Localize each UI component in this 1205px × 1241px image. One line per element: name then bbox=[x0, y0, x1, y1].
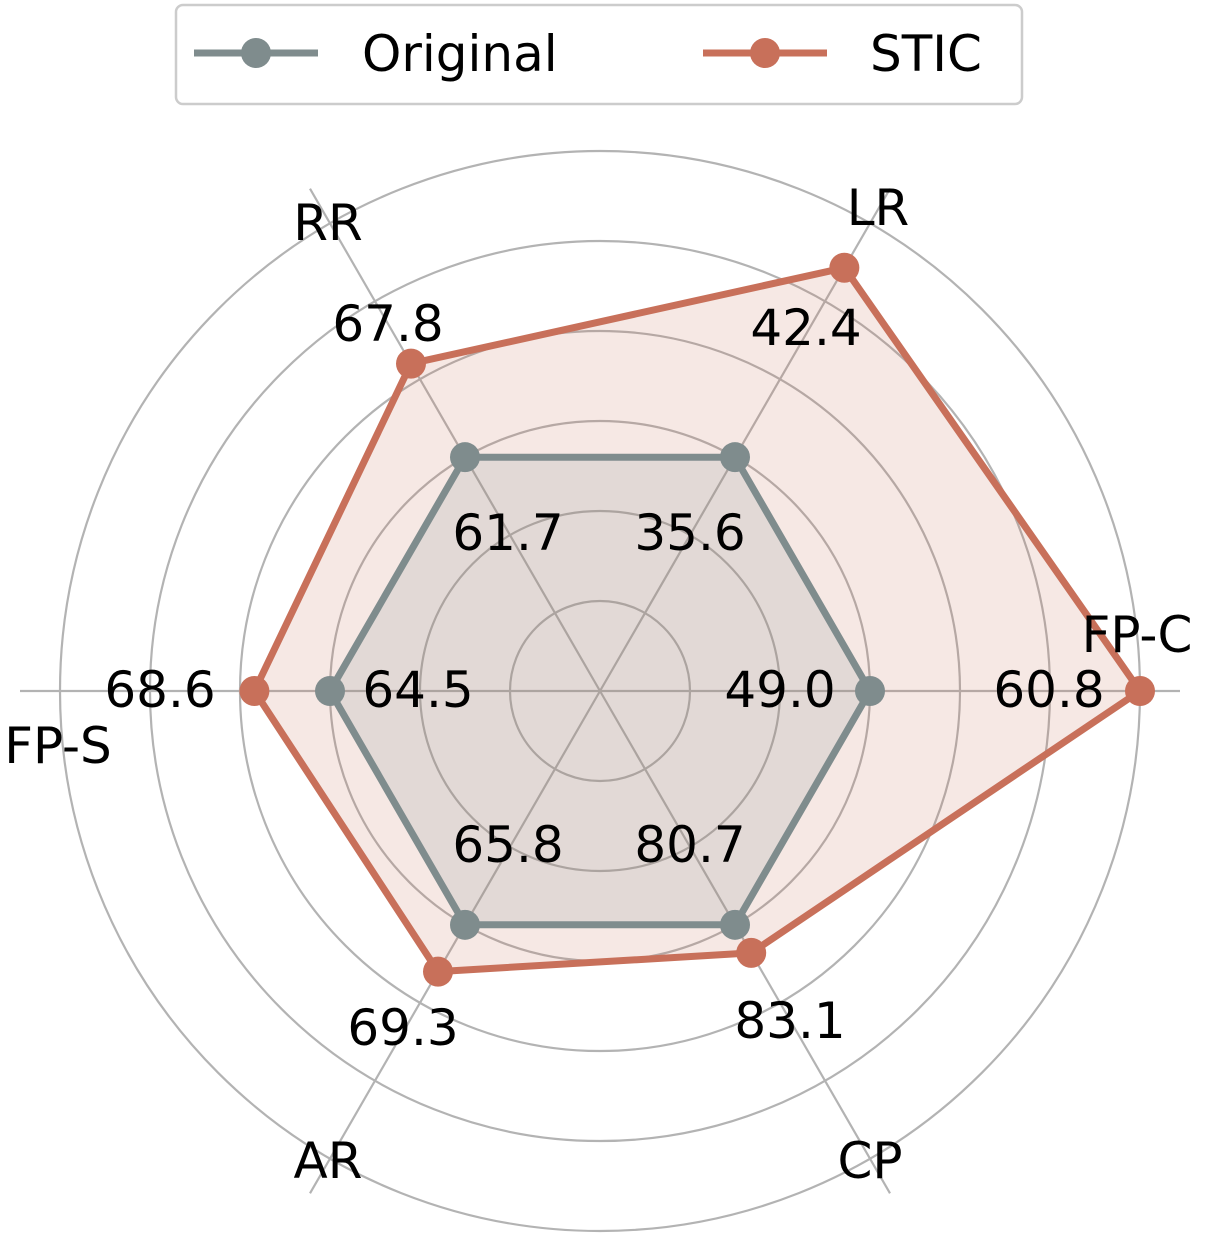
stic-point-rr bbox=[396, 348, 426, 379]
axis-label-fp-s: FP-S bbox=[4, 717, 112, 775]
stic-value-label-cp: 83.1 bbox=[734, 992, 845, 1050]
original-point-lr bbox=[720, 442, 750, 473]
original-point-cp bbox=[720, 909, 750, 940]
label-layer: LR RR FP-S AR CP FP-C 35.6 61.7 64.5 65.8 80.7 49.0… bbox=[4, 179, 1192, 1190]
legend-label-original: Original bbox=[362, 25, 558, 83]
stic-point-cp bbox=[736, 937, 767, 968]
series-layer bbox=[239, 252, 1155, 987]
stic-point-fp-s bbox=[239, 676, 270, 706]
spoke-rr bbox=[309, 188, 601, 692]
original-value-label-lr: 35.6 bbox=[634, 504, 745, 562]
axis-label-fp-c: FP-C bbox=[1082, 606, 1193, 664]
original-point-rr bbox=[450, 442, 480, 473]
legend-item-original: Original bbox=[194, 25, 558, 83]
axis-label-ar: AR bbox=[294, 1132, 363, 1190]
legend-label-stic: STIC bbox=[870, 25, 982, 83]
legend: Original STIC bbox=[174, 3, 1024, 106]
stic-point-lr bbox=[829, 252, 860, 283]
legend-box bbox=[174, 3, 1024, 106]
original-value-label-fp-c: 49.0 bbox=[724, 661, 835, 719]
axis-label-cp: CP bbox=[837, 1132, 902, 1190]
stic-point-ar bbox=[423, 956, 453, 987]
stic-value-label-rr: 67.8 bbox=[332, 295, 443, 353]
original-point-fp-s bbox=[315, 676, 345, 706]
axis-label-lr: LR bbox=[847, 179, 910, 237]
original-value-label-fp-s: 64.5 bbox=[362, 661, 473, 719]
axis-label-rr: RR bbox=[293, 194, 362, 252]
original-point-ar bbox=[450, 909, 480, 940]
stic-value-label-lr: 42.4 bbox=[750, 299, 861, 357]
original-value-label-cp: 80.7 bbox=[634, 816, 745, 874]
stic-value-label-ar: 69.3 bbox=[347, 999, 458, 1057]
stic-point-fp-c bbox=[1125, 676, 1155, 706]
spoke-ar bbox=[309, 690, 601, 1194]
original-value-label-ar: 65.8 bbox=[452, 816, 563, 874]
stic-value-label-fp-c: 60.8 bbox=[993, 661, 1104, 719]
original-value-label-rr: 61.7 bbox=[452, 504, 563, 562]
legend-item-stic: STIC bbox=[703, 25, 982, 83]
legend-marker-stic bbox=[750, 38, 780, 68]
legend-marker-original bbox=[241, 38, 271, 68]
original-point-fp-c bbox=[855, 676, 885, 706]
stic-value-label-fp-s: 68.6 bbox=[104, 661, 215, 719]
